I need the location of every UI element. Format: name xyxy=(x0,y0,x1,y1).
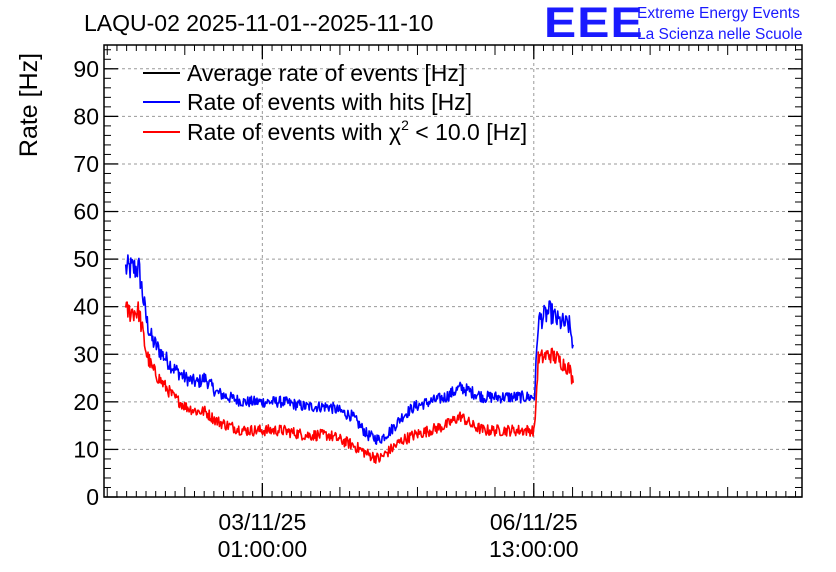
x-tick-label-date: 06/11/25 xyxy=(490,509,578,535)
legend-label-average: Average rate of events [Hz] xyxy=(187,60,465,86)
x-tick-label-date: 03/11/25 xyxy=(218,509,306,535)
legend-label-chi2: Rate of events with χ2 < 10.0 [Hz] xyxy=(187,117,527,145)
eee-logo-mark: EEE xyxy=(544,0,644,47)
legend-chi2-sup: 2 xyxy=(401,117,409,133)
chart-title: LAQU-02 2025-11-01--2025-11-10 xyxy=(84,10,434,36)
y-tick-label: 70 xyxy=(73,151,99,177)
series-line-chi2 xyxy=(124,301,574,464)
logo-text-line2: La Scienza nelle Scuole xyxy=(637,26,803,43)
legend-chi2-prefix: Rate of events with xyxy=(187,119,389,145)
legend: Average rate of events [Hz] Rate of even… xyxy=(143,60,527,145)
x-tick-label-time: 13:00:00 xyxy=(489,536,579,562)
legend-chi2-suffix: < 10.0 [Hz] xyxy=(409,119,527,145)
legend-chi2-symbol: χ xyxy=(389,119,401,145)
y-tick-label: 80 xyxy=(73,103,99,129)
y-axis-label: Rate [Hz] xyxy=(15,53,43,157)
legend-label-hits: Rate of events with hits [Hz] xyxy=(187,89,472,115)
y-tick-label: 90 xyxy=(73,56,99,82)
x-tick-label-time: 01:00:00 xyxy=(218,536,308,562)
y-tick-labels: 0 10 20 30 40 50 60 70 80 90 xyxy=(73,56,99,510)
y-tick-label: 50 xyxy=(73,246,99,272)
eee-logo: EEE Extreme Energy Events La Scienza nel… xyxy=(544,0,834,47)
series-line-hits xyxy=(124,254,574,445)
y-tick-label: 60 xyxy=(73,199,99,225)
y-tick-label: 30 xyxy=(73,341,99,367)
y-tick-label: 20 xyxy=(73,389,99,415)
series-layer xyxy=(124,254,574,464)
grid-lines xyxy=(104,45,802,497)
y-tick-label: 10 xyxy=(73,436,99,462)
y-tick-label: 40 xyxy=(73,294,99,320)
plot-frame xyxy=(103,44,803,498)
axis-ticks xyxy=(104,45,802,498)
y-tick-label: 0 xyxy=(86,484,99,510)
logo-text-line1: Extreme Energy Events xyxy=(637,5,800,22)
